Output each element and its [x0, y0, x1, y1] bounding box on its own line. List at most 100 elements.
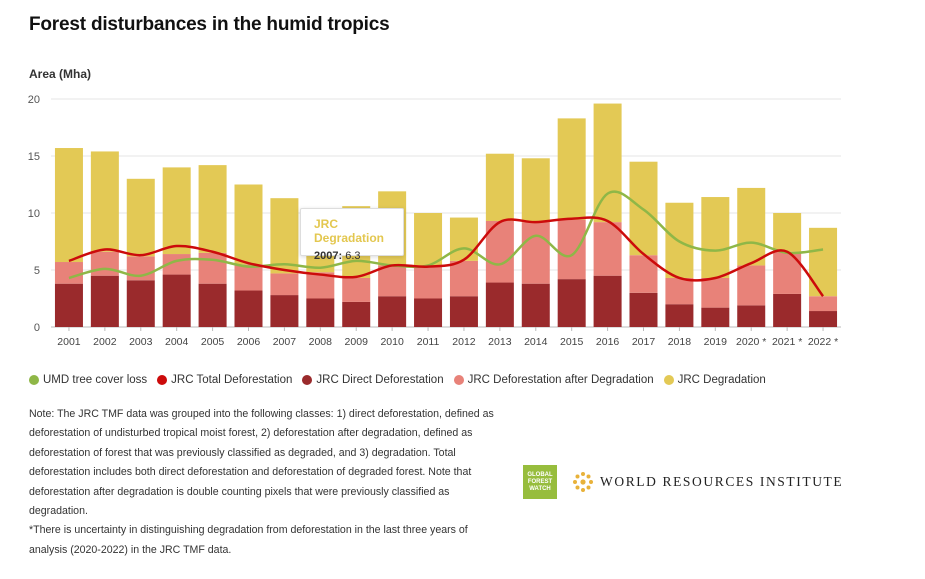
x-tick-label: 2003 [129, 336, 153, 348]
bar-segment[interactable] [449, 260, 478, 297]
chart-plot[interactable]: 0 5 10 15 20 2001 2002 2003 2004 2005 2006 2007 2008… [0, 0, 925, 360]
bar-segment[interactable] [198, 252, 227, 284]
legend-swatch [663, 375, 674, 385]
y-tick-label: 5 [34, 265, 40, 277]
chart-legend: UMD tree cover loss JRC Total Deforestat… [29, 374, 766, 386]
bar-segment[interactable] [54, 283, 83, 327]
bar-segment[interactable] [485, 153, 514, 221]
bar-segment[interactable] [449, 217, 478, 261]
bar-segment[interactable] [234, 290, 263, 327]
legend-swatch [29, 375, 39, 385]
gfw-logo-text: GLOBAL [527, 471, 553, 478]
bar-segment[interactable] [773, 213, 802, 252]
bar-segment[interactable] [737, 265, 766, 306]
y-tick-label: 0 [34, 322, 40, 334]
bar-segment[interactable] [90, 151, 119, 252]
bar-segment[interactable] [809, 227, 838, 297]
bar-segment[interactable] [306, 298, 335, 328]
bar-segment[interactable] [342, 277, 371, 302]
bar-segment[interactable] [54, 262, 83, 284]
x-tick-label: 2011 [417, 336, 440, 348]
chart-note: Note: The JRC TMF data was grouped into … [29, 405, 499, 560]
legend-item-jrc-degradation[interactable]: JRC Degradation [663, 374, 766, 386]
bar-segment[interactable] [414, 213, 443, 267]
bar-segment[interactable] [90, 251, 119, 276]
bar-segment[interactable] [485, 282, 514, 327]
bar-segment[interactable] [234, 264, 263, 291]
x-tick-label: 2001 [57, 336, 81, 348]
bar-segment[interactable] [701, 307, 730, 327]
bar-segment[interactable] [593, 275, 622, 327]
bar-segment[interactable] [521, 222, 550, 284]
bar-segment[interactable] [126, 178, 155, 257]
x-tick-label: 2013 [488, 336, 512, 348]
tooltip-year: 2007 [314, 250, 339, 262]
gfw-logo-text: WATCH [529, 485, 551, 492]
legend-label: UMD tree cover loss [43, 374, 148, 386]
x-tick-label: 2021 * [772, 336, 802, 348]
bar-segment[interactable] [593, 222, 622, 276]
x-tick-label: 2018 [668, 336, 692, 348]
bar-segment[interactable] [270, 198, 299, 274]
x-tick-label: 2008 [309, 336, 333, 348]
legend-item-umd[interactable]: UMD tree cover loss [29, 374, 147, 386]
bar-segment[interactable] [378, 265, 407, 297]
bar-segment[interactable] [162, 167, 191, 255]
chart-tooltip: JRC Degradation 2007: 6.3 [300, 208, 404, 262]
tooltip-title: JRC Degradation [314, 217, 385, 245]
bar-segment[interactable] [90, 275, 119, 327]
bar-segment[interactable] [162, 274, 191, 327]
bar-segment[interactable] [665, 277, 694, 305]
bar-segment[interactable] [521, 283, 550, 327]
bar-segment[interactable] [270, 295, 299, 327]
bar-segment[interactable] [701, 277, 730, 308]
bar-segment[interactable] [198, 165, 227, 253]
bar-segment[interactable] [557, 118, 586, 220]
legend-item-jrc-direct[interactable]: JRC Direct Deforestation [302, 374, 444, 386]
x-tick-label: 2016 [596, 336, 620, 348]
x-tick-label: 2009 [345, 336, 369, 348]
bar-segment[interactable] [414, 266, 443, 299]
bar-segment[interactable] [701, 197, 730, 278]
bar-segment[interactable] [54, 148, 83, 263]
tooltip-value: 6.3 [345, 250, 361, 262]
x-tick-label: 2010 [380, 336, 404, 348]
bar-segment[interactable] [557, 279, 586, 327]
bar-segment[interactable] [342, 301, 371, 327]
x-tick-label: 2014 [524, 336, 548, 348]
legend-swatch [302, 375, 313, 385]
legend-item-jrc-total[interactable]: JRC Total Deforestation [157, 374, 292, 386]
bar-segment[interactable] [665, 304, 694, 327]
bar-segment[interactable] [521, 158, 550, 223]
bar-segment[interactable] [234, 184, 263, 265]
x-tick-label: 2006 [237, 336, 261, 348]
bar-segment[interactable] [593, 103, 622, 223]
gfw-logo-text: FOREST [527, 478, 553, 485]
gfw-logo[interactable]: GLOBAL FOREST WATCH [523, 465, 557, 499]
tooltip-row: 2007: 6.3 [314, 250, 361, 262]
bar-segment[interactable] [773, 251, 802, 294]
bar-segment[interactable] [198, 283, 227, 327]
bar-segment[interactable] [809, 311, 838, 327]
bar-segment[interactable] [809, 296, 838, 312]
wri-mark-icon [573, 472, 593, 492]
bar-segment[interactable] [126, 280, 155, 327]
bar-segment[interactable] [557, 219, 586, 280]
bar-segment[interactable] [629, 292, 658, 327]
legend-label: JRC Direct Deforestation [316, 374, 444, 386]
bar-segment[interactable] [737, 305, 766, 327]
legend-label: JRC Deforestation after Degradation [467, 374, 654, 386]
wri-logo[interactable]: WORLD RESOURCES INSTITUTE [572, 471, 843, 493]
bar-segment[interactable] [773, 293, 802, 327]
x-tick-label: 2019 [704, 336, 728, 348]
bar-segment[interactable] [737, 187, 766, 266]
bar-segment[interactable] [414, 298, 443, 328]
note-asterisk: *There is uncertainty in distinguishing … [29, 524, 468, 556]
bar-segment[interactable] [449, 296, 478, 327]
series-line[interactable] [68, 216, 825, 298]
legend-item-jrc-after-degradation[interactable]: JRC Deforestation after Degradation [453, 374, 654, 386]
series-line[interactable] [68, 190, 824, 280]
bar-segment[interactable] [378, 296, 407, 327]
x-tick-label: 2015 [560, 336, 584, 348]
bar-segment[interactable] [270, 273, 299, 296]
